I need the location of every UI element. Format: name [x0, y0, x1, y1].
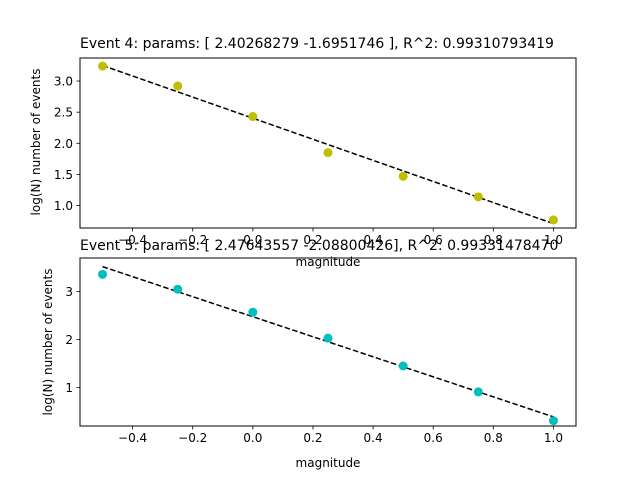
data-point — [98, 269, 108, 279]
data-point — [548, 215, 558, 225]
y-axis-title: log(N) number of events — [41, 269, 55, 416]
subplot-title: Event 4: params: [ 2.40268279 -1.6951746… — [80, 36, 554, 52]
data-point — [173, 81, 183, 91]
data-point — [548, 416, 558, 426]
x-axis-title: magnitude — [296, 456, 361, 470]
y-tick-label: 1.5 — [54, 168, 73, 182]
x-tick-label: 0.4 — [364, 233, 383, 247]
x-axis-title: magnitude — [296, 255, 361, 269]
y-tick-label: 1.0 — [54, 199, 73, 213]
y-tick-label: 2.5 — [54, 106, 73, 120]
x-tick-label: −0.2 — [178, 233, 207, 247]
x-tick-label: 0.6 — [424, 431, 443, 445]
y-tick-label: 2 — [65, 333, 73, 347]
x-tick-label: −0.4 — [118, 233, 147, 247]
y-tick-label: 3.0 — [54, 75, 73, 89]
x-tick-label: 0.8 — [484, 233, 503, 247]
axes-frame — [79, 57, 577, 229]
y-tick-label: 2.0 — [54, 137, 73, 151]
data-point — [248, 112, 258, 122]
x-tick-label: −0.4 — [118, 431, 147, 445]
data-point — [173, 284, 183, 294]
x-tick-label: 0.6 — [424, 233, 443, 247]
subplot-event-5: Event 5: params: [ 2.47643557 -2.0880042… — [41, 238, 577, 470]
ticks: −0.4 −0.2 0.0 0.2 0.4 0.6 0.8 1.0 1 2 3 — [65, 285, 563, 445]
ticks: −0.4 −0.2 0.0 0.2 0.4 0.6 0.8 1.0 1.0 1.5 2.0 2.5 3.… — [54, 75, 563, 247]
data-point — [98, 61, 108, 71]
y-axis-title: log(N) number of events — [29, 69, 43, 216]
x-tick-label: −0.2 — [178, 431, 207, 445]
y-tick-label: 3 — [65, 285, 73, 299]
data-point — [323, 333, 333, 343]
data-point — [473, 192, 483, 202]
x-tick-label: 0.2 — [303, 233, 322, 247]
x-tick-label: 1.0 — [544, 233, 563, 247]
x-tick-label: 0.4 — [364, 431, 383, 445]
marks — [98, 61, 558, 225]
marks — [98, 265, 558, 426]
y-tick-label: 1 — [65, 381, 73, 395]
data-point — [398, 171, 408, 181]
axes-frame — [79, 257, 577, 427]
data-point — [398, 361, 408, 371]
x-tick-label: 1.0 — [544, 431, 563, 445]
data-point — [473, 387, 483, 397]
x-tick-label: 0.2 — [303, 431, 322, 445]
subplot-title: Event 5: params: [ 2.47643557 -2.0880042… — [80, 238, 558, 254]
subplot-event-4: Event 4: params: [ 2.40268279 -1.6951746… — [29, 36, 577, 269]
data-point — [248, 307, 258, 317]
x-tick-label: 0.8 — [484, 431, 503, 445]
x-tick-label: 0.0 — [243, 431, 262, 445]
x-tick-label: 0.0 — [243, 233, 262, 247]
data-point — [323, 148, 333, 158]
